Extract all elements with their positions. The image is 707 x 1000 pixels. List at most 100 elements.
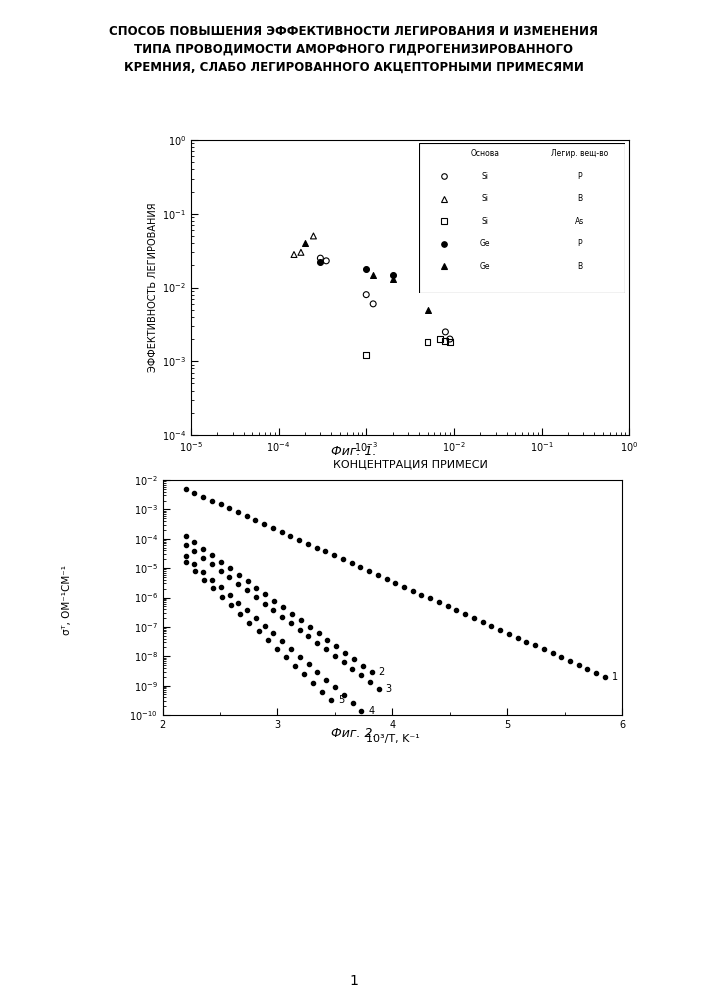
- Point: [355, 559, 366, 575]
- Text: Фиг. 2.: Фиг. 2.: [331, 727, 376, 740]
- Point: [424, 590, 436, 606]
- Point: [189, 485, 200, 501]
- Point: [390, 575, 401, 591]
- Point: [315, 250, 326, 266]
- Point: [315, 254, 326, 270]
- Point: [277, 599, 288, 615]
- Point: [460, 606, 471, 622]
- Point: [206, 547, 218, 563]
- Point: [285, 528, 296, 544]
- Point: [337, 551, 349, 567]
- Point: [387, 267, 398, 283]
- Point: [573, 657, 585, 673]
- Point: [590, 665, 602, 681]
- Point: [422, 271, 433, 287]
- Point: [244, 615, 255, 631]
- Point: [298, 666, 310, 682]
- Text: 3: 3: [385, 684, 392, 694]
- Point: [215, 563, 226, 579]
- Text: 4: 4: [368, 706, 375, 716]
- Point: [180, 537, 192, 553]
- Point: [317, 684, 328, 700]
- Point: [189, 563, 200, 579]
- Point: [189, 534, 200, 550]
- Point: [250, 589, 262, 605]
- Point: [189, 556, 200, 572]
- Text: 5: 5: [339, 695, 344, 705]
- Point: [448, 267, 460, 283]
- Text: 1: 1: [349, 974, 358, 988]
- Point: [547, 645, 558, 661]
- Point: [356, 703, 367, 719]
- Point: [486, 618, 497, 634]
- Point: [422, 334, 433, 350]
- Text: 1: 1: [612, 672, 618, 682]
- Point: [361, 287, 372, 303]
- Point: [600, 669, 611, 685]
- Point: [428, 279, 440, 296]
- Point: [346, 555, 357, 571]
- Point: [268, 602, 279, 618]
- Point: [206, 572, 218, 588]
- Point: [538, 641, 549, 657]
- Point: [329, 547, 340, 563]
- Point: [347, 695, 358, 711]
- Y-axis label: ЭФФЕКТИВНОСТЬ ЛЕГИРОВАНИЯ: ЭФФЕКТИВНОСТЬ ЛЕГИРОВАНИЯ: [148, 203, 158, 372]
- Point: [346, 661, 358, 677]
- Point: [197, 550, 209, 566]
- Text: 2: 2: [379, 667, 385, 677]
- Point: [381, 571, 392, 587]
- Point: [206, 556, 218, 572]
- Point: [338, 687, 349, 703]
- Point: [494, 622, 506, 638]
- Point: [366, 664, 378, 680]
- Text: σᵀ, ОМ⁻¹СМ⁻¹: σᵀ, ОМ⁻¹СМ⁻¹: [62, 565, 72, 635]
- Point: [477, 614, 489, 630]
- Text: СПОСОБ ПОВЫШЕНИЯ ЭФФЕКТИВНОСТИ ЛЕГИРОВАНИЯ И ИЗМЕНЕНИЯ
ТИПА ПРОВОДИМОСТИ АМОРФНО: СПОСОБ ПОВЫШЕНИЯ ЭФФЕКТИВНОСТИ ЛЕГИРОВАН…: [109, 25, 598, 74]
- Point: [303, 656, 315, 672]
- Point: [322, 632, 333, 648]
- Point: [224, 569, 235, 585]
- Point: [372, 567, 383, 583]
- Point: [197, 489, 209, 505]
- Point: [276, 524, 287, 540]
- Point: [357, 658, 368, 674]
- Point: [285, 615, 296, 631]
- Point: [398, 579, 409, 595]
- Point: [326, 692, 337, 708]
- Point: [520, 634, 532, 650]
- Point: [223, 500, 235, 516]
- Point: [320, 253, 332, 269]
- Point: [242, 573, 253, 589]
- Point: [451, 602, 462, 618]
- Point: [233, 504, 244, 520]
- Point: [259, 596, 270, 612]
- Point: [215, 496, 226, 512]
- Point: [180, 528, 192, 544]
- Point: [294, 622, 305, 638]
- Point: [259, 516, 270, 532]
- Point: [271, 641, 282, 657]
- Point: [241, 508, 252, 524]
- Point: [368, 296, 379, 312]
- Point: [312, 664, 323, 680]
- Point: [286, 641, 297, 657]
- Point: [198, 572, 209, 588]
- Point: [235, 606, 246, 622]
- Point: [206, 493, 218, 509]
- Point: [302, 536, 313, 552]
- Point: [299, 235, 310, 251]
- Point: [440, 324, 451, 340]
- Point: [242, 602, 253, 618]
- Point: [224, 560, 235, 576]
- Point: [512, 630, 523, 646]
- Point: [308, 228, 319, 244]
- Point: [267, 520, 279, 536]
- Point: [241, 582, 252, 598]
- Point: [320, 672, 332, 688]
- Point: [435, 331, 446, 347]
- Point: [224, 587, 235, 603]
- Point: [276, 609, 288, 625]
- Point: [233, 576, 244, 592]
- Text: Фиг. 1.: Фиг. 1.: [331, 445, 376, 458]
